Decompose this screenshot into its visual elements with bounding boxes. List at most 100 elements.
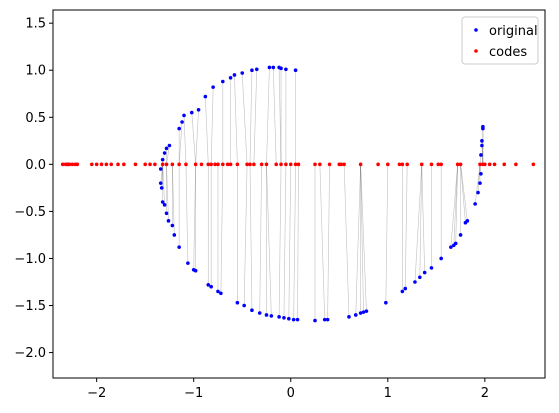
code-point — [385, 162, 390, 167]
x-tick-label: 2 — [481, 386, 489, 401]
connector-line — [453, 164, 458, 246]
original-point — [479, 153, 483, 157]
connector-line — [249, 164, 253, 311]
connector-line — [160, 164, 163, 184]
code-point — [60, 162, 65, 167]
original-point — [364, 309, 369, 313]
connector-line — [293, 164, 296, 320]
y-tick-label: −2.0 — [14, 346, 46, 361]
code-point — [221, 162, 225, 167]
connector-line — [455, 164, 458, 244]
code-point — [455, 162, 460, 167]
original-point — [479, 171, 483, 176]
connector-line — [166, 164, 169, 221]
code-point — [122, 162, 126, 167]
code-point — [109, 162, 114, 167]
code-point — [293, 162, 298, 167]
original-point — [403, 286, 408, 291]
connector-line — [327, 164, 330, 320]
connector-line — [195, 109, 199, 165]
original-point — [160, 200, 165, 204]
code-point — [342, 162, 346, 167]
connector-line — [172, 164, 175, 235]
original-point — [264, 313, 269, 317]
code-point — [439, 162, 443, 167]
y-tick-label: 1.5 — [25, 17, 46, 32]
connector-line — [355, 164, 361, 315]
code-point — [487, 162, 492, 167]
code-point — [67, 162, 72, 167]
code-point — [419, 162, 424, 167]
x-axis-ticks: −2 −1 0 1 2 — [87, 378, 489, 401]
original-point — [166, 219, 171, 223]
code-point — [170, 162, 175, 167]
code-point — [148, 162, 152, 167]
original-point — [313, 318, 317, 323]
original-point — [293, 68, 298, 73]
original-point — [240, 71, 245, 75]
code-point — [531, 162, 536, 167]
code-point — [400, 162, 405, 167]
original-point — [347, 315, 351, 319]
code-point — [206, 162, 211, 167]
code-point — [339, 162, 344, 167]
connector-line — [460, 164, 468, 221]
connector-lines — [160, 67, 484, 321]
original-point — [206, 283, 211, 287]
original-point — [413, 280, 417, 284]
connector-line — [297, 164, 299, 320]
original-point — [216, 289, 220, 294]
original-point — [211, 85, 215, 89]
original-point — [478, 181, 482, 185]
code-point — [70, 162, 75, 167]
connector-line — [241, 73, 248, 165]
y-axis-ticks: −2.0 −1.5 −1.0 −0.5 0.0 0.5 1.0 1.5 — [14, 17, 53, 361]
connector-line — [450, 164, 458, 248]
connector-line — [288, 164, 292, 319]
original-point — [162, 151, 167, 155]
original-point — [325, 317, 330, 322]
connector-line — [460, 164, 466, 223]
y-tick-label: 0.5 — [25, 111, 46, 126]
original-point — [439, 256, 443, 261]
y-tick-label: 1.0 — [25, 64, 46, 79]
original-point — [228, 75, 233, 80]
original-point — [277, 315, 281, 319]
original-point — [269, 314, 274, 318]
legend-marker-original — [474, 28, 478, 32]
code-point — [177, 162, 181, 167]
code-point — [436, 162, 441, 167]
connector-line — [419, 164, 423, 278]
original-point — [257, 311, 262, 315]
original-point — [193, 268, 198, 273]
original-point — [400, 289, 405, 294]
original-point — [158, 167, 163, 171]
original-point — [295, 317, 300, 322]
original-point — [164, 211, 169, 216]
legend-label-original: original — [489, 24, 538, 39]
connector-line — [319, 164, 326, 320]
original-point — [172, 233, 177, 237]
original-point — [267, 65, 272, 70]
connector-line — [421, 164, 425, 273]
original-point — [353, 313, 358, 317]
original-point — [159, 186, 164, 190]
connector-line — [183, 115, 187, 165]
original-point — [177, 245, 181, 249]
original-point — [476, 190, 480, 195]
original-point — [180, 120, 184, 124]
plot-frame — [52, 9, 546, 379]
connector-line — [243, 164, 248, 306]
original-point — [186, 261, 190, 265]
original-point — [284, 67, 288, 72]
original-point — [418, 275, 422, 280]
original-point — [203, 94, 208, 99]
code-point — [143, 162, 147, 167]
legend-label-codes: codes — [489, 45, 527, 60]
original-point — [271, 65, 276, 70]
legend-marker-codes — [474, 49, 478, 53]
code-point — [458, 162, 463, 167]
original-point — [473, 202, 477, 206]
code-point — [153, 162, 157, 167]
original-point — [162, 203, 167, 207]
